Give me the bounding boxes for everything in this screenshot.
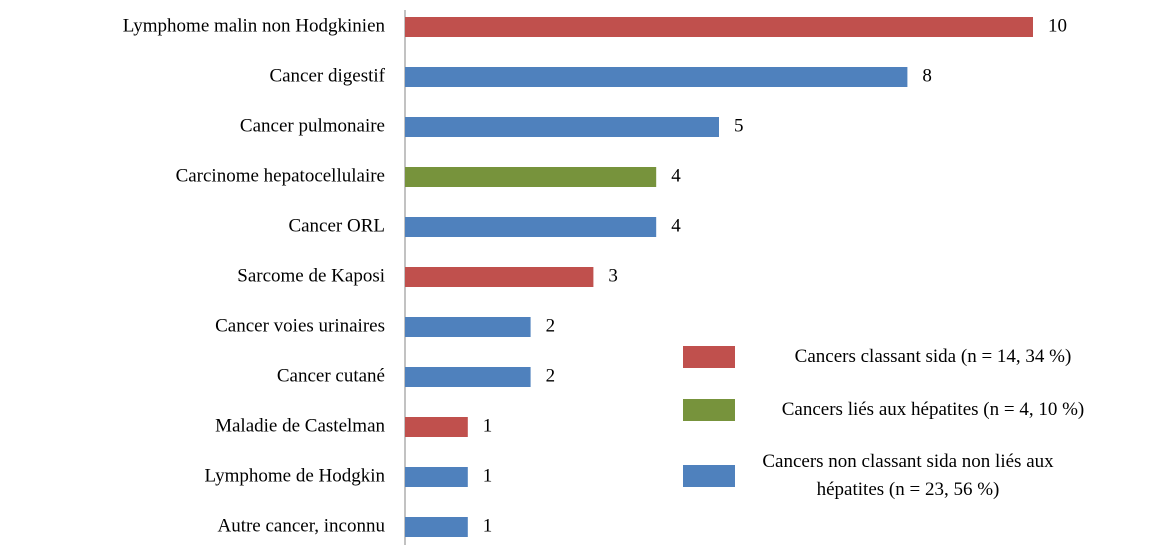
value-label: 3	[608, 265, 618, 286]
legend-label: Cancers non classant sida non liés aux h…	[762, 451, 1054, 500]
legend-swatch	[683, 465, 735, 487]
value-label: 2	[546, 315, 556, 336]
value-label: 4	[671, 215, 681, 236]
legend-swatch	[683, 399, 735, 421]
legend-swatch	[683, 346, 735, 368]
bar	[405, 267, 594, 287]
value-label: 4	[671, 165, 681, 186]
bar	[405, 17, 1033, 37]
legend-label: Cancers classant sida (n = 14, 34 %)	[794, 346, 1072, 367]
value-label: 5	[734, 115, 744, 136]
y-tick-label: Cancer ORL	[288, 215, 385, 236]
y-tick-label: Cancer pulmonaire	[240, 115, 385, 136]
y-tick-label: Lymphome de Hodgkin	[205, 465, 386, 486]
bar	[405, 417, 468, 437]
y-tick-label: Autre cancer, inconnu	[217, 515, 385, 536]
bar	[405, 217, 657, 237]
bar	[405, 367, 531, 387]
y-tick-label: Carcinome hepatocellulaire	[176, 165, 385, 186]
y-tick-label: Cancer digestif	[269, 65, 385, 86]
value-label: 1	[483, 465, 493, 486]
value-label: 10	[1048, 15, 1067, 36]
bar	[405, 167, 657, 187]
bar	[405, 317, 531, 337]
legend-item: Cancers non classant sida non liés aux h…	[683, 448, 1073, 504]
value-label: 1	[483, 415, 493, 436]
value-label: 2	[546, 365, 556, 386]
y-tick-label: Cancer cutané	[277, 365, 385, 386]
y-tick-label: Lymphome malin non Hodgkinien	[123, 15, 386, 36]
bar	[405, 467, 468, 487]
value-label: 8	[922, 65, 932, 86]
y-tick-label: Cancer voies urinaires	[215, 315, 385, 336]
y-tick-label: Maladie de Castelman	[215, 415, 385, 436]
bar	[405, 517, 468, 537]
bar	[405, 117, 719, 137]
value-label: 1	[483, 515, 493, 536]
legend-item: Cancers classant sida (n = 14, 34 %)	[683, 343, 1123, 371]
bar	[405, 67, 908, 87]
y-tick-label: Sarcome de Kaposi	[237, 265, 385, 286]
legend-item: Cancers liés aux hépatites (n = 4, 10 %)	[683, 396, 1123, 424]
legend-label: Cancers liés aux hépatites (n = 4, 10 %)	[781, 399, 1085, 420]
